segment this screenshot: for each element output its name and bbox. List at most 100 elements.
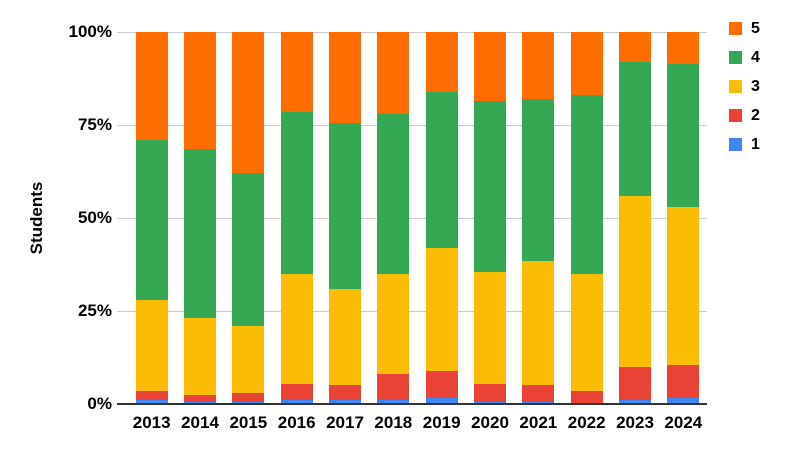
bar-2020-segment-2[interactable] <box>474 383 506 403</box>
x-tick-label-2014: 2014 <box>181 413 219 432</box>
bar-2023-segment-4[interactable] <box>619 61 651 196</box>
bar-2015[interactable] <box>232 32 265 404</box>
x-tick-label-2016: 2016 <box>277 413 316 432</box>
bar-2024[interactable] <box>667 32 700 404</box>
bar-2024-segment-4[interactable] <box>667 63 700 207</box>
x-tick-label-2022: 2022 <box>567 413 606 432</box>
bar-2016-segment-3[interactable] <box>280 273 313 384</box>
gridline-75 <box>117 125 707 126</box>
legend-swatch-2 <box>729 109 742 122</box>
bar-2019-segment-5[interactable] <box>425 32 458 92</box>
bar-2014[interactable] <box>184 32 217 404</box>
plot-area <box>117 32 707 405</box>
bar-2014-segment-2[interactable] <box>184 394 217 403</box>
legend-label-2: 2 <box>751 107 760 124</box>
bar-2016-segment-1[interactable] <box>280 400 313 404</box>
legend-swatch-4 <box>729 51 742 64</box>
x-tick-label-2015: 2015 <box>229 413 268 432</box>
bar-2022[interactable] <box>570 32 603 404</box>
bar-2018-segment-4[interactable] <box>377 113 410 274</box>
bar-2023-segment-2[interactable] <box>619 366 651 401</box>
legend-swatch-5 <box>729 22 742 35</box>
y-tick-label-100: 100% <box>68 22 112 41</box>
x-axis-line <box>117 403 707 405</box>
gridline-100 <box>117 32 707 33</box>
legend-item-3[interactable]: 3 <box>729 79 760 95</box>
bar-2013-segment-3[interactable] <box>135 299 168 391</box>
bar-2019[interactable] <box>425 32 458 404</box>
bar-2024-segment-3[interactable] <box>667 206 700 365</box>
y-tick-label-25: 25% <box>77 301 112 320</box>
bar-2022-segment-3[interactable] <box>570 273 603 391</box>
bar-2023-segment-1[interactable] <box>619 400 651 404</box>
bar-2015-segment-2[interactable] <box>232 392 265 403</box>
bar-2024-segment-1[interactable] <box>667 398 700 404</box>
bar-2017-segment-4[interactable] <box>329 123 362 289</box>
x-tick-label-2013: 2013 <box>132 413 171 432</box>
bar-2023-segment-5[interactable] <box>619 32 651 62</box>
y-tick-label-50: 50% <box>77 208 112 227</box>
bar-2017-segment-2[interactable] <box>329 385 362 401</box>
bar-2020-segment-5[interactable] <box>474 32 506 101</box>
bar-2016-segment-4[interactable] <box>280 112 313 274</box>
bar-2014-segment-3[interactable] <box>184 318 217 395</box>
bar-2020-segment-4[interactable] <box>474 100 506 272</box>
bar-2022-segment-5[interactable] <box>570 32 603 96</box>
bar-2021[interactable] <box>522 32 555 404</box>
x-tick-label-2023: 2023 <box>616 413 654 432</box>
bar-2015-segment-5[interactable] <box>232 32 265 174</box>
gridline-50 <box>117 218 707 219</box>
legend-item-5[interactable]: 5 <box>729 21 760 37</box>
bar-2019-segment-3[interactable] <box>425 247 458 371</box>
bar-2014-segment-4[interactable] <box>184 149 217 319</box>
bar-2016-segment-2[interactable] <box>280 383 313 401</box>
bar-2013-segment-4[interactable] <box>135 139 168 300</box>
bar-2018-segment-2[interactable] <box>377 374 410 401</box>
bar-2016-segment-5[interactable] <box>280 32 313 112</box>
x-tick-label-2021: 2021 <box>519 413 558 432</box>
chart-legend: 5 4 3 2 1 <box>729 21 760 167</box>
bar-2015-segment-3[interactable] <box>232 325 265 393</box>
bar-2013-segment-1[interactable] <box>135 400 168 404</box>
bar-2022-segment-2[interactable] <box>570 390 603 404</box>
bar-2015-segment-4[interactable] <box>232 173 265 326</box>
bar-2018-segment-5[interactable] <box>377 32 410 114</box>
y-tick-label-0: 0% <box>87 394 112 413</box>
bar-2013-segment-5[interactable] <box>135 32 168 140</box>
bar-2020[interactable] <box>474 32 506 404</box>
legend-item-4[interactable]: 4 <box>729 50 760 66</box>
bar-2020-segment-3[interactable] <box>474 271 506 384</box>
bar-2017-segment-3[interactable] <box>329 288 362 386</box>
bar-2019-segment-1[interactable] <box>425 398 458 404</box>
gridline-25 <box>117 311 707 312</box>
bar-2022-segment-4[interactable] <box>570 95 603 274</box>
legend-item-2[interactable]: 2 <box>729 107 760 124</box>
bar-2023-segment-3[interactable] <box>619 195 651 367</box>
bar-2018-segment-3[interactable] <box>377 273 410 375</box>
x-tick-label-2020: 2020 <box>471 413 509 432</box>
bar-2019-segment-2[interactable] <box>425 370 458 399</box>
bar-2017-segment-1[interactable] <box>329 400 362 404</box>
bar-2017[interactable] <box>329 32 362 404</box>
bar-2018-segment-1[interactable] <box>377 400 410 404</box>
x-tick-label-2017: 2017 <box>326 413 364 432</box>
bar-2024-segment-2[interactable] <box>667 364 700 399</box>
x-tick-label-2018: 2018 <box>374 413 413 432</box>
bar-2017-segment-5[interactable] <box>329 32 362 124</box>
legend-item-1[interactable]: 1 <box>729 137 760 153</box>
bar-2021-segment-2[interactable] <box>522 385 555 403</box>
bar-2021-segment-4[interactable] <box>522 98 555 261</box>
x-tick-label-2024: 2024 <box>664 413 703 432</box>
bar-2021-segment-3[interactable] <box>522 260 555 386</box>
bar-2014-segment-5[interactable] <box>184 32 217 150</box>
legend-swatch-1 <box>729 138 742 151</box>
bar-2024-segment-5[interactable] <box>667 32 700 64</box>
bar-2013[interactable] <box>135 32 168 404</box>
bar-2021-segment-5[interactable] <box>522 32 555 99</box>
bar-2019-segment-4[interactable] <box>425 91 458 248</box>
bar-2016[interactable] <box>280 32 313 404</box>
bar-2013-segment-2[interactable] <box>135 390 168 401</box>
bar-2018[interactable] <box>377 32 410 404</box>
bar-2023[interactable] <box>619 32 651 404</box>
